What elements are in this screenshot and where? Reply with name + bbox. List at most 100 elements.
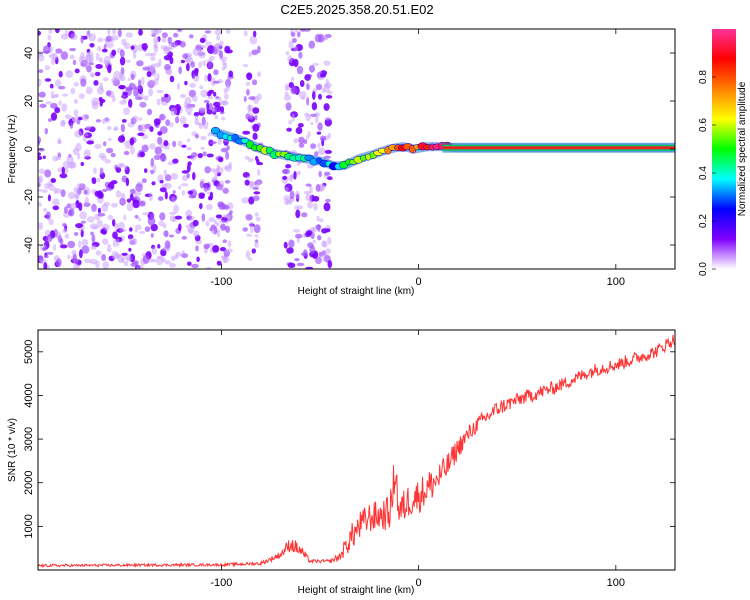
noise-speck [203, 99, 210, 104]
noise-speck [180, 183, 189, 187]
noise-speck [193, 230, 200, 238]
noise-speck [72, 59, 77, 66]
noise-speck [208, 89, 215, 94]
noise-speck [290, 32, 296, 37]
noise-speck [57, 152, 62, 158]
noise-speck [47, 194, 52, 202]
noise-speck [99, 167, 104, 175]
noise-speck [97, 46, 102, 52]
noise-speck [116, 238, 120, 247]
noise-speck [323, 103, 330, 111]
noise-speck [253, 195, 260, 201]
noise-speck [111, 77, 119, 84]
noise-speck [44, 127, 48, 135]
noise-speck [225, 225, 231, 233]
noise-speck [143, 168, 148, 174]
spectrogram-x-axis-title: Height of straight line (km) [298, 286, 415, 297]
noise-speck [224, 93, 229, 100]
noise-speck [85, 133, 89, 137]
noise-speck [54, 107, 61, 114]
noise-speck [38, 69, 44, 73]
noise-speck [225, 164, 232, 173]
noise-speck [98, 97, 103, 102]
y-tick-label: 3000 [23, 427, 35, 451]
noise-speck [298, 136, 305, 144]
noise-speck [142, 254, 150, 264]
noise-speck [324, 149, 333, 154]
noise-speck [311, 102, 318, 111]
noise-speck [179, 116, 187, 125]
noise-speck [38, 255, 44, 263]
noise-speck [161, 32, 168, 38]
noise-speck [252, 186, 259, 191]
noise-speck [134, 224, 142, 230]
noise-speck [135, 183, 143, 193]
noise-speck [314, 258, 323, 264]
noise-speck [134, 96, 143, 101]
noise-speck [169, 122, 174, 128]
noise-speck [248, 51, 252, 57]
noise-speck [132, 199, 140, 209]
colorbar-label: Normalized spectral amplitude [737, 81, 748, 216]
noise-speck [46, 251, 54, 255]
noise-speck [216, 260, 222, 266]
noise-speck [80, 35, 84, 44]
noise-speck [322, 257, 326, 262]
noise-speck [73, 81, 79, 87]
spectrogram-x-ticks: -100 0 100 [210, 29, 625, 288]
noise-speck [93, 167, 97, 174]
noise-speck [249, 181, 255, 187]
noise-speck [120, 123, 125, 133]
noise-speck [138, 117, 143, 121]
noise-speck [306, 83, 310, 91]
noise-speck [90, 244, 97, 250]
noise-speck [200, 45, 207, 49]
noise-speck [43, 254, 49, 259]
spectrogram-y-axis-title: Frequency (Hz) [7, 115, 18, 184]
carrier-line [442, 146, 675, 150]
y-tick-label: 5000 [23, 340, 35, 364]
noise-speck [150, 223, 158, 232]
noise-speck [294, 205, 299, 210]
noise-speck [117, 254, 124, 263]
noise-speck [55, 29, 60, 34]
noise-speck [94, 190, 100, 197]
noise-speck [134, 214, 139, 219]
noise-speck [309, 185, 313, 194]
noise-speck [169, 75, 175, 83]
noise-speck [139, 151, 146, 158]
noise-speck [157, 244, 161, 249]
noise-speck [213, 91, 217, 97]
noise-speck [243, 30, 248, 37]
noise-speck [157, 131, 163, 136]
noise-speck [215, 222, 220, 227]
noise-speck [130, 145, 135, 155]
noise-speck [213, 80, 220, 84]
noise-speck [38, 136, 42, 144]
noise-speck [204, 166, 211, 174]
noise-speck [159, 187, 167, 193]
noise-speck [88, 33, 96, 42]
noise-speck [168, 234, 175, 238]
noise-speck [102, 261, 109, 269]
snr-y-ticks: 1000 2000 3000 4000 5000 [23, 340, 675, 539]
noise-speck [51, 94, 59, 99]
noise-speck [64, 114, 72, 120]
noise-speck [298, 142, 305, 148]
noise-speck [208, 103, 214, 110]
noise-speck [100, 229, 106, 234]
noise-speck [76, 183, 85, 189]
noise-speck [207, 73, 212, 82]
noise-speck [146, 108, 153, 116]
noise-speck [119, 56, 126, 66]
noise-speck [170, 172, 179, 180]
y-tick-label: 20 [23, 95, 35, 107]
noise-speck [91, 72, 96, 78]
noise-speck [308, 65, 316, 73]
noise-speck [74, 68, 80, 74]
noise-speck [178, 185, 182, 190]
noise-speck [88, 62, 94, 66]
noise-speck [284, 187, 289, 192]
noise-speck [319, 218, 324, 223]
noise-speck [108, 137, 112, 141]
